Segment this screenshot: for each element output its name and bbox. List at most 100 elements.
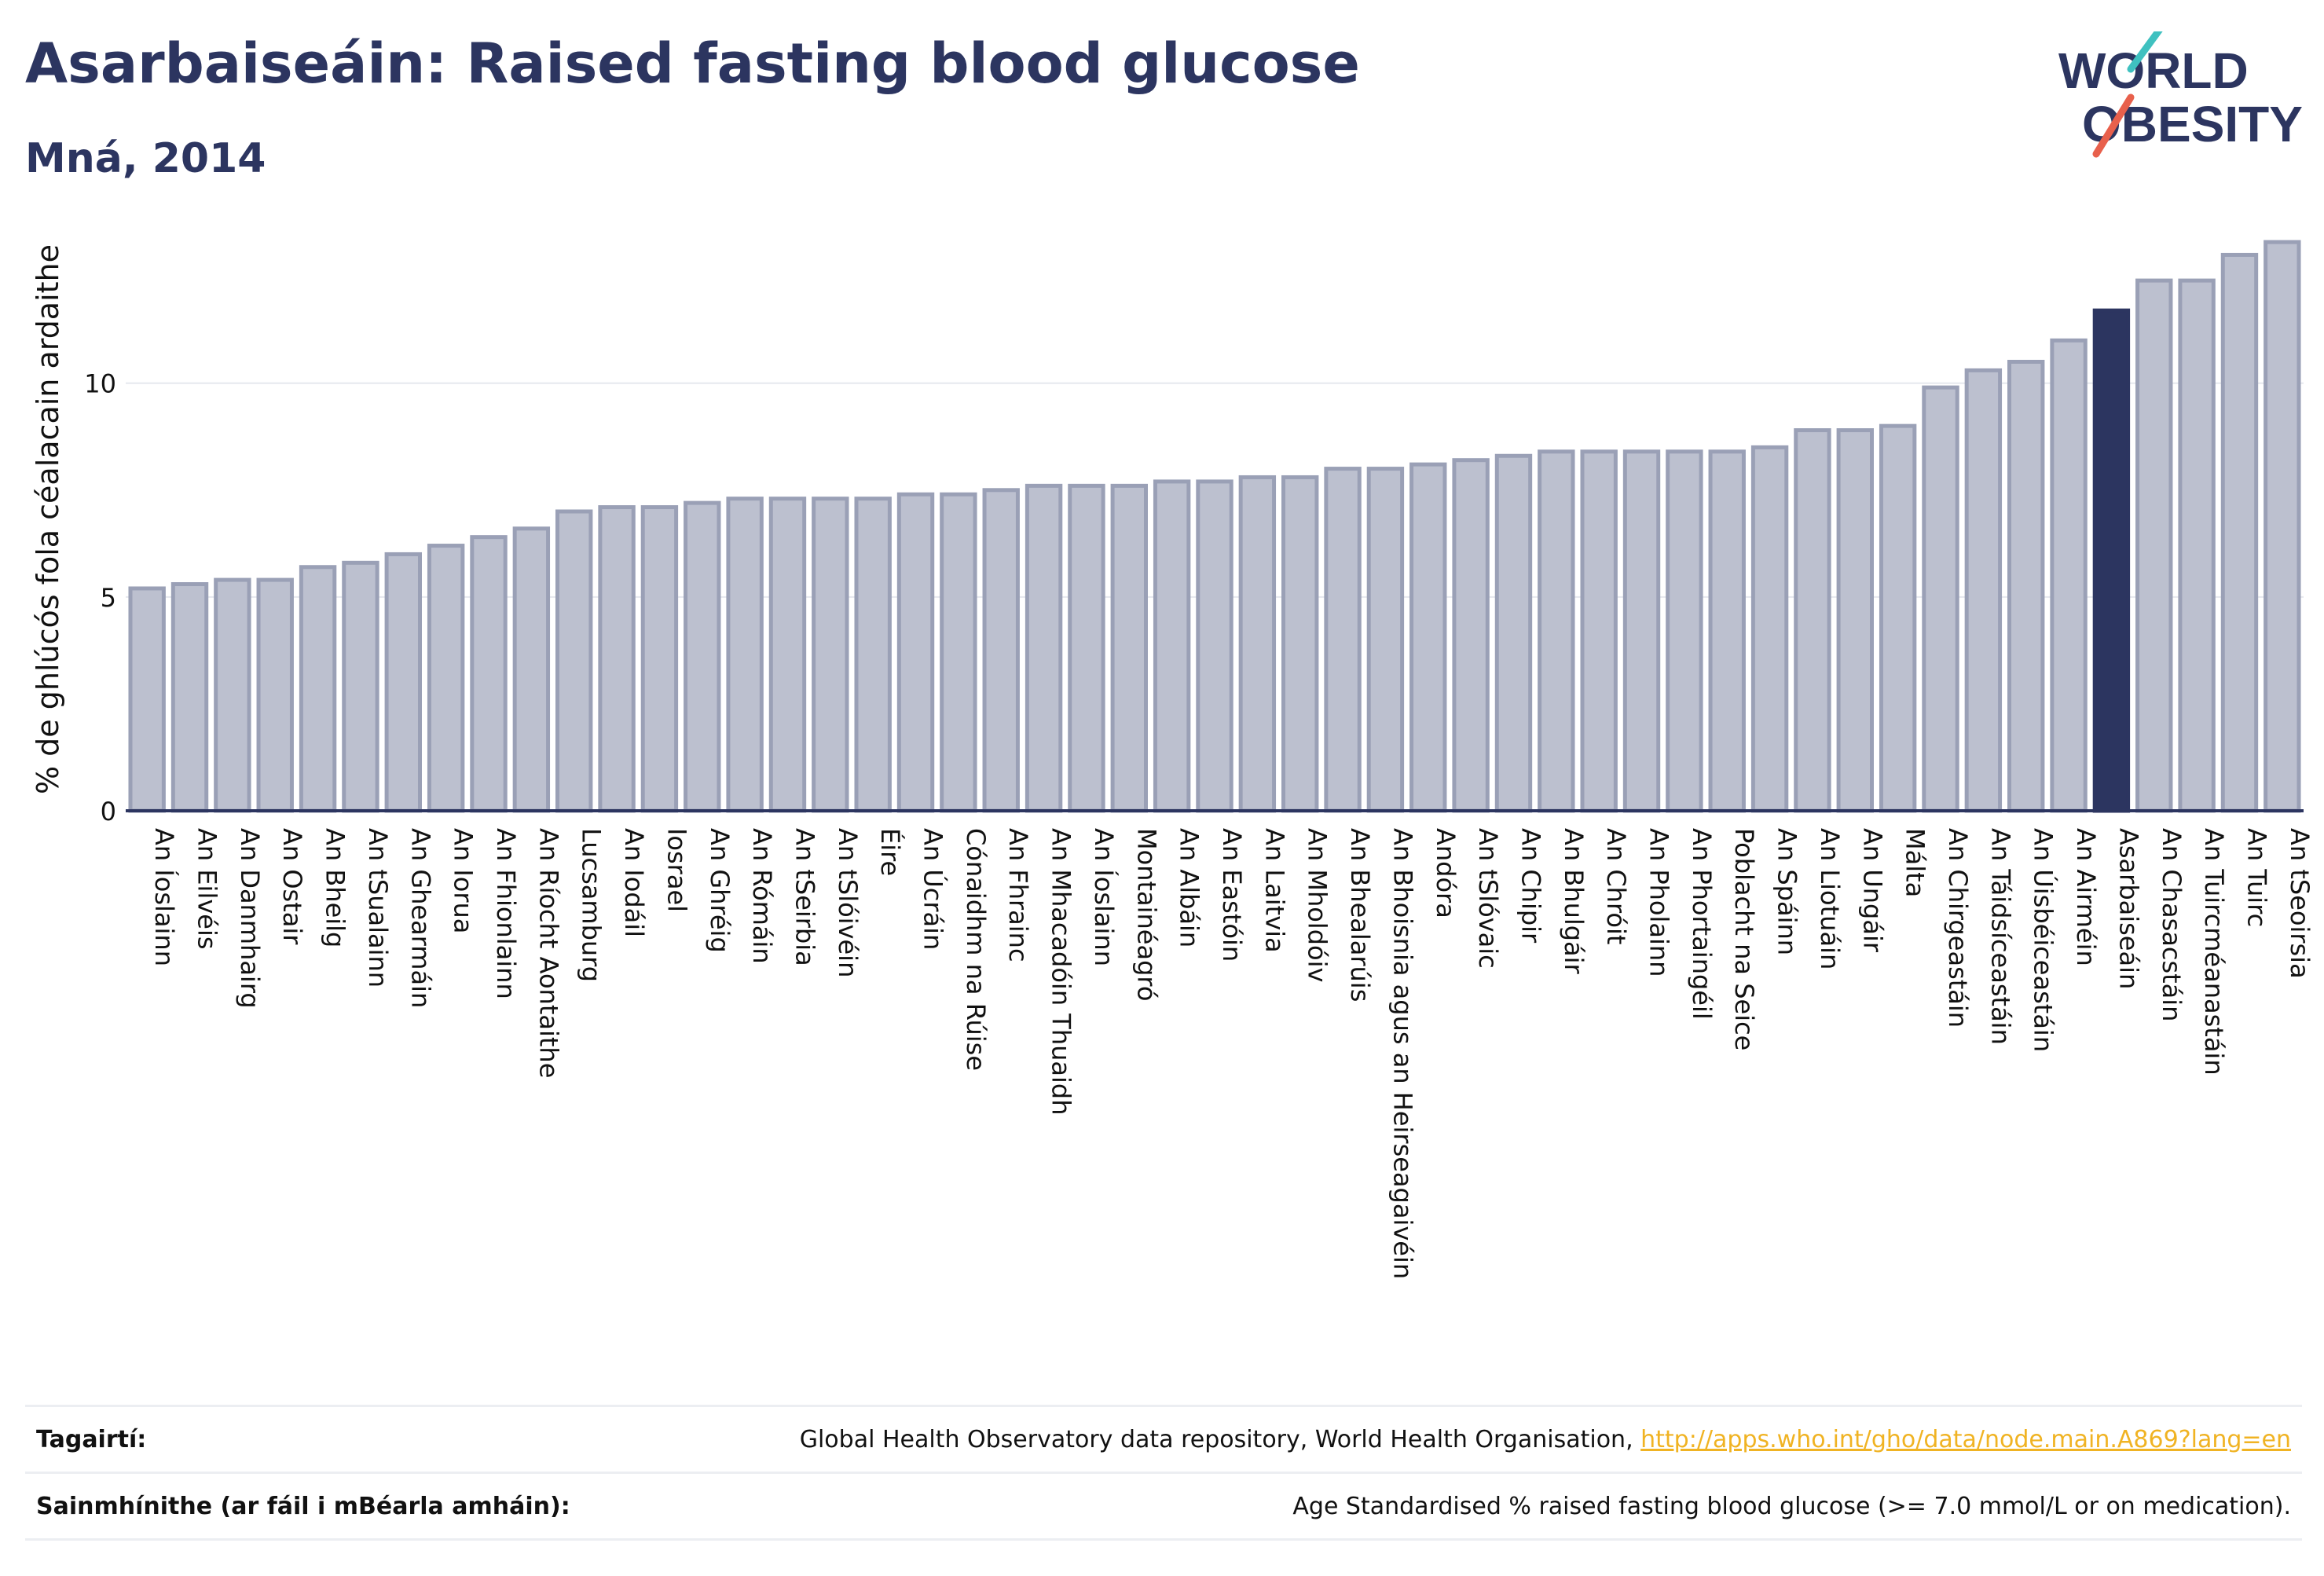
bar [1110, 483, 1148, 813]
references-row: Tagairtí: Global Health Observatory data… [25, 1405, 2302, 1472]
logo-line-obesity: OBESITY [2082, 96, 2303, 152]
x-category-label: An Tuirc [2242, 828, 2271, 927]
x-category-label: An Iorua [449, 828, 478, 933]
bar [2264, 240, 2301, 813]
bar [170, 582, 209, 813]
chart-title: Asarbaiseáin: Raised fasting blood gluco… [25, 31, 1360, 96]
x-category-label: An Bhoisnia agus an Heirseagaivéin [1387, 828, 1417, 1279]
bar [1494, 453, 1533, 813]
x-category-label: An Chróit [1601, 828, 1631, 944]
bar [1281, 475, 1319, 813]
bar [896, 492, 935, 813]
chart-subtitle: Mná, 2014 [25, 135, 266, 182]
x-category-label: An Úisbéiceastáin [2029, 828, 2059, 1052]
bar [1879, 423, 1917, 813]
bar [2007, 360, 2045, 813]
bar [1794, 428, 1831, 813]
x-category-label: Lucsamburg [577, 828, 607, 982]
x-category-label: An tSlóivéin [833, 828, 863, 977]
logo-line-world: WORLD [2058, 42, 2249, 99]
bar [214, 577, 251, 813]
bar [1324, 467, 1362, 813]
bar [1366, 467, 1405, 813]
x-category-label: Montainéagró [1131, 828, 1161, 1001]
bar [1452, 458, 1490, 813]
x-category-label: An Iodáil [619, 828, 649, 937]
bar [2220, 252, 2259, 813]
bar [2178, 278, 2216, 813]
bar-highlighted [2092, 308, 2131, 813]
definitions-row: Sainmhínithe (ar fáil i mBéarla amháin):… [25, 1472, 2302, 1541]
axes: 0 5 10 [84, 369, 2304, 826]
x-category-label: An Tuircméanastáin [2199, 828, 2229, 1076]
world-obesity-logo: WORLD OBESITY [2058, 31, 2303, 158]
x-category-label: An Bhulgáir [1559, 828, 1589, 975]
bar [1025, 483, 1063, 813]
x-category-label: An Eilvéis [192, 828, 222, 950]
references-label: Tagairtí: [36, 1425, 147, 1453]
bar [982, 488, 1020, 813]
x-category-label: An Laitvia [1259, 828, 1289, 953]
bar [1409, 462, 1447, 813]
bar [2050, 338, 2088, 813]
x-category-label: Asarbaiseáin [2113, 828, 2143, 989]
x-category-label: Cónaidhm na Rúise [961, 828, 991, 1071]
x-category-label: An Ghearmáin [405, 828, 435, 1008]
bar [1964, 368, 2003, 813]
bar [1153, 479, 1191, 813]
bar [1750, 445, 1789, 813]
x-category-label: An Eastóin [1217, 828, 1247, 962]
x-category-label: Andóra [1431, 828, 1461, 918]
bar [427, 544, 465, 813]
x-category-label: An Chipir [1516, 828, 1545, 944]
references-text: Global Health Observatory data repositor… [799, 1425, 1641, 1453]
bar [1836, 428, 1874, 813]
x-category-label: An Bheilg [321, 828, 350, 947]
definitions-text: Age Standardised % raised fasting blood … [1292, 1492, 2291, 1520]
x-category-label: An Mholdóiv [1303, 828, 1332, 982]
x-category-label: Éire [875, 828, 905, 876]
x-category-label: An tSualainn [363, 828, 393, 988]
bar [2135, 278, 2173, 813]
x-category-label: An Ostair [277, 828, 307, 945]
x-category-label: Iosrael [662, 828, 691, 912]
bar [128, 586, 166, 813]
x-category-label: An Phortaingéil [1687, 828, 1717, 1020]
x-category-label: An Rómáin [747, 828, 777, 964]
category-labels: An Íoslainn An Eilvéis An Danmhairg An Osta… [149, 828, 2315, 1279]
references-link[interactable]: http://apps.who.int/gho/data/node.main.A… [1640, 1425, 2291, 1453]
x-category-label: Málta [1901, 828, 1930, 897]
bar [299, 565, 337, 813]
x-category-label: An Ríocht Aontaithe [533, 828, 563, 1078]
x-category-label: An Bhealarúis [1345, 828, 1375, 1002]
x-category-label: An Íoslainn [1089, 828, 1119, 966]
bar [1068, 483, 1105, 813]
x-category-label: An tSeoirsia [2285, 828, 2315, 979]
x-category-label: An Táidsíceastáin [1985, 828, 2015, 1045]
bar [598, 505, 636, 813]
x-category-label: An Spáinn [1772, 828, 1802, 955]
bar [1922, 385, 1959, 813]
bar [726, 497, 764, 813]
x-category-label: An Mhacadóin Thuaidh [1047, 828, 1076, 1115]
x-category-label: An Chasacstáin [2157, 828, 2187, 1021]
bar [684, 500, 721, 813]
bar [342, 560, 379, 813]
x-category-label: An Danmhairg [235, 828, 265, 1009]
x-category-label: An Fhionlainn [491, 828, 521, 999]
x-category-label: An Albáin [1175, 828, 1204, 947]
y-tick-label: 0 [101, 797, 116, 826]
x-category-label: An Úcráin [918, 828, 949, 950]
footer: Tagairtí: Global Health Observatory data… [25, 1405, 2302, 1541]
logo-slash-teal [2127, 31, 2163, 73]
x-category-label: An tSlóvaic [1473, 828, 1503, 969]
logo-slash-red [2092, 93, 2135, 158]
bar [512, 526, 551, 813]
bar [470, 535, 508, 813]
x-category-label: An Chirgeastáin [1943, 828, 1973, 1028]
bar [854, 497, 892, 813]
x-category-label: An tSeirbia [790, 828, 819, 966]
y-tick-label: 5 [101, 583, 116, 613]
y-axis-title: % de ghlúcós fola céalacain ardaithe [31, 244, 65, 794]
